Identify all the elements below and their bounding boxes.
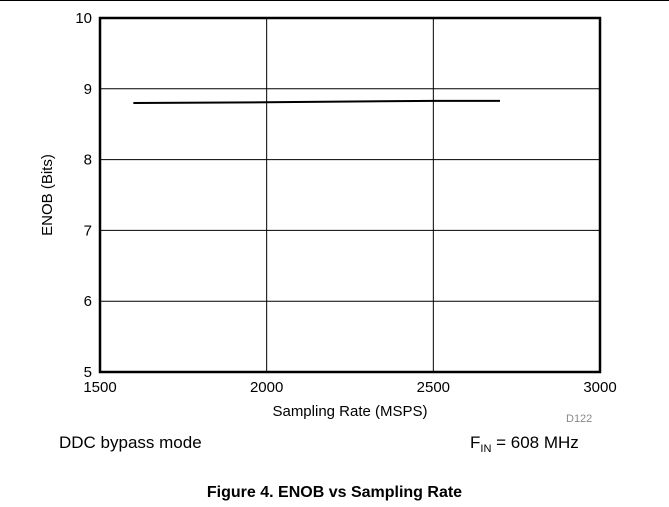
y-tick-label-7: 7 [84,222,92,239]
fin-value: = 608 MHz [491,433,579,452]
x-axis-label: Sampling Rate (MSPS) [272,403,427,420]
plot-frame [98,16,602,374]
y-tick-label-8: 8 [84,152,92,169]
y-tick-label-9: 9 [84,81,92,98]
figure-code: D122 [566,413,593,425]
y-tick-labels: 5 6 7 8 9 10 [75,10,92,381]
top-rule [0,0,669,1]
y-tick-label-5: 5 [84,364,92,381]
x-tick-label-2000: 2000 [250,379,283,396]
x-tick-labels: 1500 2000 2500 3000 [83,379,616,396]
grid-lines [100,18,600,372]
mode-note: DDC bypass mode [59,433,202,452]
fin-prefix: F [470,433,481,452]
series-line-0 [133,99,500,104]
fin-note: FIN = 608 MHz [470,433,579,455]
y-axis-label: ENOB (Bits) [39,154,56,236]
x-tick-label-1500: 1500 [83,379,116,396]
figure-caption: Figure 4. ENOB vs Sampling Rate [206,484,463,501]
series-layer [133,99,500,104]
enob-chart: 1500 2000 2500 3000 5 6 7 8 9 10 Sampling Rate (… [39,10,617,420]
x-tick-label-3000: 3000 [583,379,616,396]
y-tick-label-6: 6 [84,293,92,310]
y-tick-label-10: 10 [75,10,92,27]
x-tick-label-2500: 2500 [417,379,450,396]
fin-subscript: IN [480,443,492,455]
